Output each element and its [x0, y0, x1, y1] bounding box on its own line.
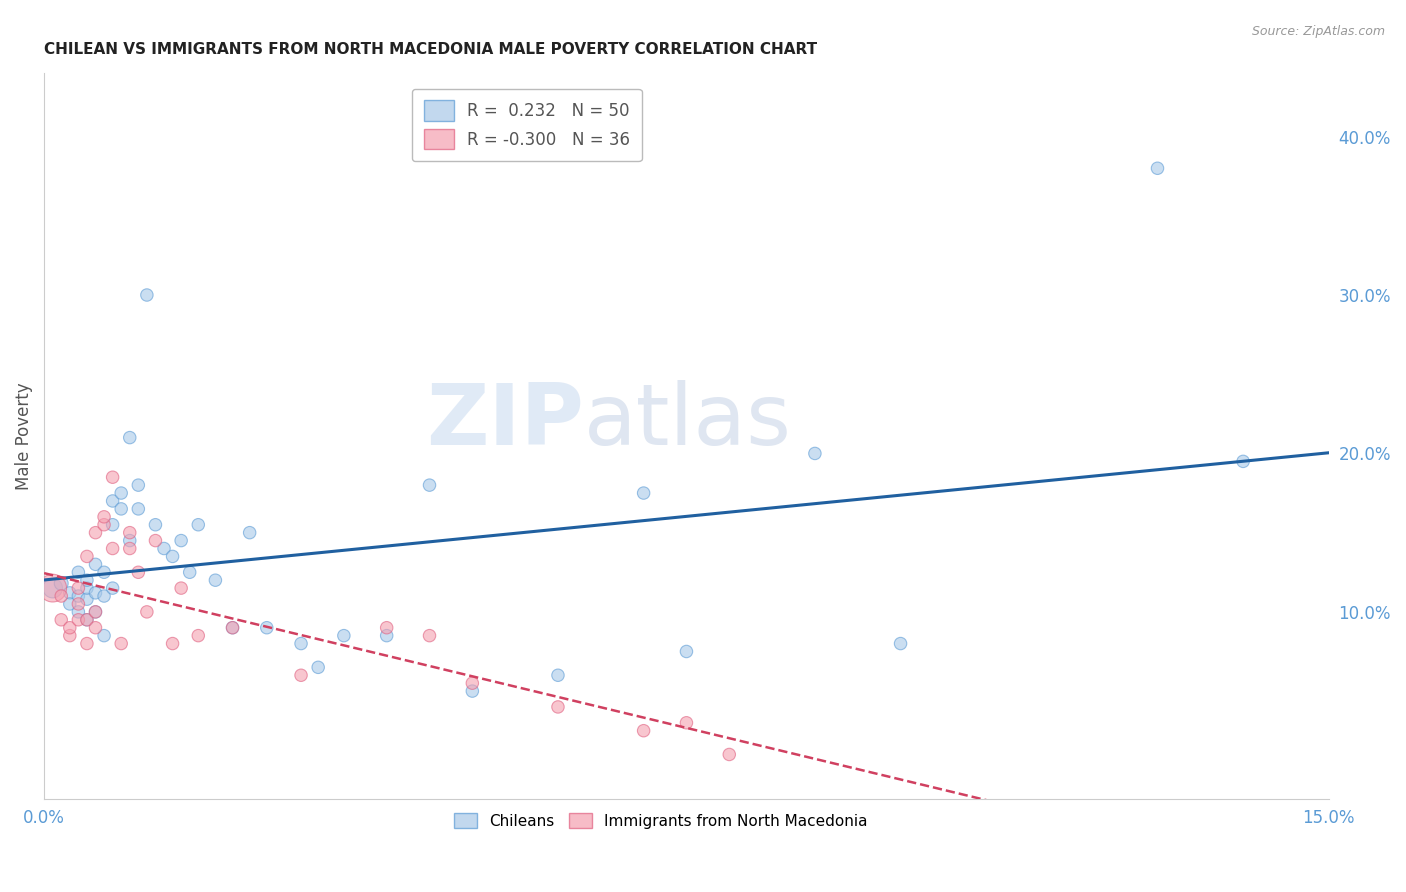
Point	[76, 549, 98, 564]
Point	[179, 566, 201, 580]
Point	[418, 478, 440, 492]
Point	[170, 533, 193, 548]
Point	[76, 613, 98, 627]
Point	[633, 723, 655, 738]
Legend: Chileans, Immigrants from North Macedonia: Chileans, Immigrants from North Macedoni…	[447, 806, 875, 835]
Point	[110, 502, 132, 516]
Point	[127, 502, 149, 516]
Y-axis label: Male Poverty: Male Poverty	[15, 382, 32, 490]
Point	[59, 621, 82, 635]
Point	[101, 494, 124, 508]
Point	[67, 581, 90, 595]
Point	[93, 629, 115, 643]
Text: atlas: atlas	[583, 380, 792, 463]
Point	[333, 629, 356, 643]
Point	[101, 517, 124, 532]
Point	[204, 573, 226, 587]
Point	[675, 715, 697, 730]
Point	[675, 644, 697, 658]
Point	[51, 589, 73, 603]
Point	[718, 747, 741, 762]
Point	[221, 621, 243, 635]
Point	[67, 566, 90, 580]
Point	[93, 517, 115, 532]
Point	[93, 589, 115, 603]
Text: ZIP: ZIP	[426, 380, 583, 463]
Point	[84, 558, 107, 572]
Point	[162, 636, 184, 650]
Point	[633, 486, 655, 500]
Point	[84, 605, 107, 619]
Point	[547, 668, 569, 682]
Point	[162, 549, 184, 564]
Point	[101, 470, 124, 484]
Point	[804, 446, 827, 460]
Point	[59, 597, 82, 611]
Point	[41, 581, 63, 595]
Point	[118, 525, 141, 540]
Point	[59, 629, 82, 643]
Point	[127, 566, 149, 580]
Point	[290, 636, 312, 650]
Point	[187, 629, 209, 643]
Point	[135, 288, 157, 302]
Point	[67, 613, 90, 627]
Point	[547, 700, 569, 714]
Point	[307, 660, 329, 674]
Point	[67, 605, 90, 619]
Point	[51, 613, 73, 627]
Point	[67, 589, 90, 603]
Point	[418, 629, 440, 643]
Point	[84, 525, 107, 540]
Text: Source: ZipAtlas.com: Source: ZipAtlas.com	[1251, 25, 1385, 38]
Point	[76, 573, 98, 587]
Point	[135, 605, 157, 619]
Point	[110, 486, 132, 500]
Point	[76, 636, 98, 650]
Point	[67, 597, 90, 611]
Point	[1146, 161, 1168, 176]
Point	[153, 541, 176, 556]
Point	[461, 684, 484, 698]
Point	[118, 431, 141, 445]
Point	[256, 621, 278, 635]
Point	[290, 668, 312, 682]
Point	[110, 636, 132, 650]
Text: CHILEAN VS IMMIGRANTS FROM NORTH MACEDONIA MALE POVERTY CORRELATION CHART: CHILEAN VS IMMIGRANTS FROM NORTH MACEDON…	[44, 42, 817, 57]
Point	[375, 621, 398, 635]
Point	[375, 629, 398, 643]
Point	[890, 636, 912, 650]
Point	[239, 525, 262, 540]
Point	[76, 613, 98, 627]
Point	[145, 533, 167, 548]
Point	[187, 517, 209, 532]
Point	[41, 581, 63, 595]
Point	[170, 581, 193, 595]
Point	[118, 533, 141, 548]
Point	[461, 676, 484, 690]
Point	[84, 621, 107, 635]
Point	[221, 621, 243, 635]
Point	[101, 541, 124, 556]
Point	[127, 478, 149, 492]
Point	[1232, 454, 1254, 468]
Point	[93, 566, 115, 580]
Point	[76, 581, 98, 595]
Point	[145, 517, 167, 532]
Point	[101, 581, 124, 595]
Point	[84, 605, 107, 619]
Point	[84, 586, 107, 600]
Point	[118, 541, 141, 556]
Point	[51, 576, 73, 591]
Point	[93, 509, 115, 524]
Point	[76, 592, 98, 607]
Point	[59, 586, 82, 600]
